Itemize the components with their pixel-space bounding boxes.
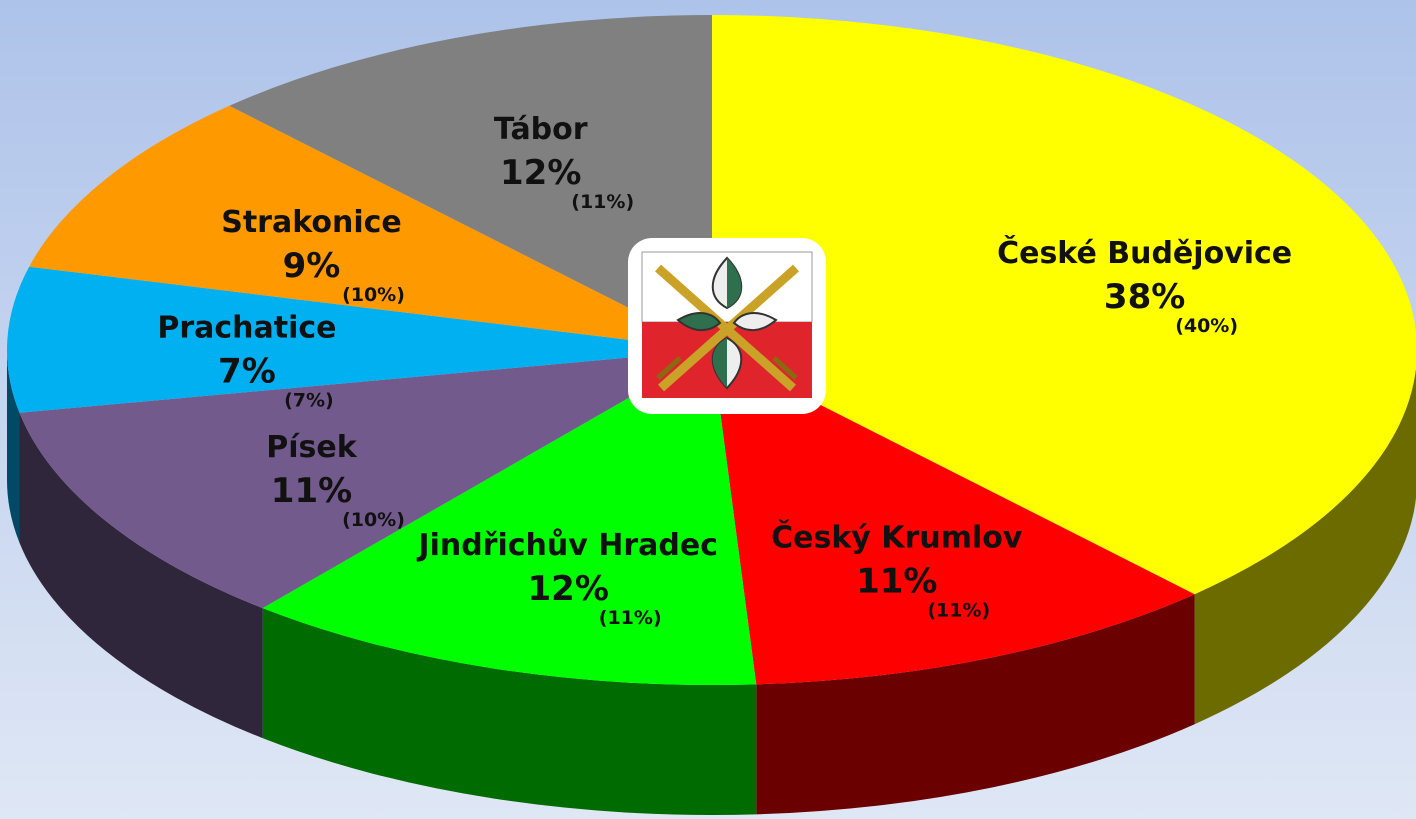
pie-tops bbox=[6, 14, 1416, 685]
slice-previous-value: (40%) bbox=[1175, 315, 1238, 337]
slice-previous-value: (11%) bbox=[571, 191, 634, 213]
slice bbox=[19, 350, 712, 609]
slice bbox=[712, 350, 1195, 685]
slice bbox=[262, 350, 757, 685]
slice-previous-value: (11%) bbox=[599, 607, 662, 629]
slice-side bbox=[756, 594, 1195, 815]
slice-side bbox=[1194, 367, 1416, 725]
slice-value: 11% bbox=[856, 561, 937, 601]
slice-previous-value: (10%) bbox=[342, 509, 405, 531]
slice-value: 11% bbox=[271, 471, 352, 511]
slice bbox=[712, 15, 1416, 595]
slice-name: Písek bbox=[266, 430, 357, 465]
slice-side bbox=[262, 608, 757, 815]
logo bbox=[628, 238, 826, 414]
slice-value: 7% bbox=[218, 352, 276, 392]
labels: České Budějovice 38%(40%) Český Krumlov 11%… bbox=[157, 112, 1292, 629]
slice-previous-value: (10%) bbox=[342, 284, 405, 306]
pie-sides bbox=[7, 350, 1416, 815]
slice-name: Jindřichův Hradec bbox=[416, 527, 718, 563]
slice-previous-value: (11%) bbox=[927, 599, 990, 621]
slice-name: České Budějovice bbox=[997, 234, 1292, 271]
slice bbox=[29, 105, 713, 351]
slice-name: Prachatice bbox=[157, 311, 336, 346]
slice-value: 9% bbox=[283, 246, 341, 286]
slice-value: 38% bbox=[1104, 277, 1185, 317]
slice-name: Tábor bbox=[494, 112, 588, 147]
slice-value: 12% bbox=[528, 569, 609, 609]
slice-name: Český Krumlov bbox=[771, 518, 1023, 555]
slice-previous-value: (7%) bbox=[284, 390, 334, 412]
slice-side bbox=[7, 350, 20, 543]
slice-name: Strakonice bbox=[221, 205, 402, 240]
slice bbox=[229, 14, 712, 350]
slice bbox=[6, 266, 712, 413]
slice-side bbox=[19, 412, 263, 739]
slice-value: 12% bbox=[500, 153, 581, 193]
